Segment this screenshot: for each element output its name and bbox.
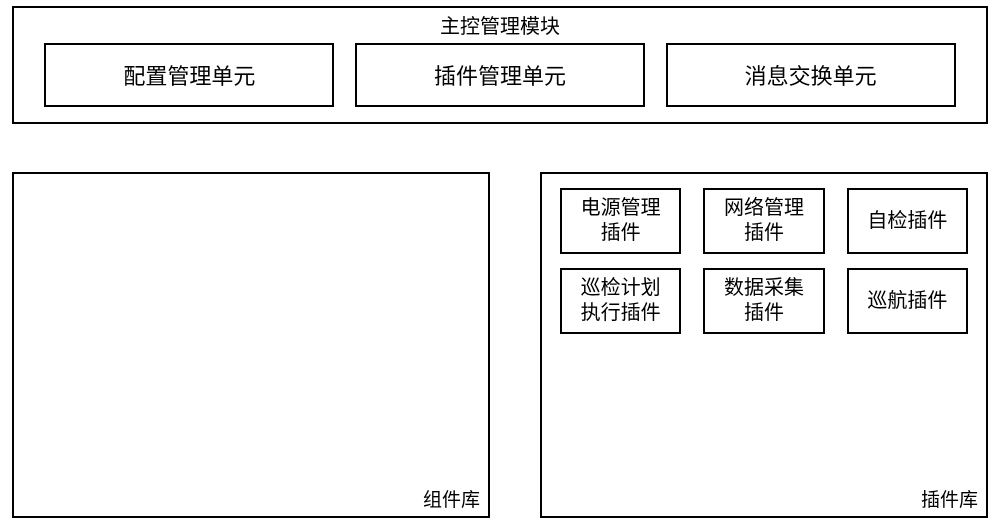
plugin-label: 电源管理 插件 — [581, 196, 661, 246]
unit-label: 插件管理单元 — [434, 59, 566, 91]
unit-label: 配置管理单元 — [123, 59, 255, 91]
unit-label: 消息交换单元 — [745, 59, 877, 91]
plugin-label: 巡航插件 — [867, 289, 947, 314]
power-management-plugin: 电源管理 插件 — [560, 188, 681, 254]
master-control-title: 主控管理模块 — [14, 8, 986, 43]
plugin-management-unit: 插件管理单元 — [355, 43, 645, 107]
plugin-grid: 电源管理 插件 网络管理 插件 自检插件 巡检计划 执行插件 数据采集 插件 巡… — [560, 188, 968, 334]
plugin-label: 巡检计划 执行插件 — [581, 276, 661, 326]
config-management-unit: 配置管理单元 — [44, 43, 334, 107]
component-library-label: 组件库 — [423, 485, 480, 512]
message-exchange-unit: 消息交换单元 — [666, 43, 956, 107]
cruise-plugin: 巡航插件 — [847, 268, 968, 334]
inspection-plan-execution-plugin: 巡检计划 执行插件 — [560, 268, 681, 334]
network-management-plugin: 网络管理 插件 — [703, 188, 824, 254]
component-library: 组件库 — [12, 172, 490, 518]
self-check-plugin: 自检插件 — [847, 188, 968, 254]
plugin-label: 网络管理 插件 — [724, 196, 804, 246]
plugin-library-label: 插件库 — [921, 485, 978, 512]
master-control-module: 主控管理模块 配置管理单元 插件管理单元 消息交换单元 — [12, 6, 988, 124]
plugin-label: 数据采集 插件 — [724, 276, 804, 326]
data-collection-plugin: 数据采集 插件 — [703, 268, 824, 334]
plugin-label: 自检插件 — [867, 209, 947, 234]
units-row: 配置管理单元 插件管理单元 消息交换单元 — [14, 43, 986, 107]
plugin-library: 电源管理 插件 网络管理 插件 自检插件 巡检计划 执行插件 数据采集 插件 巡… — [540, 172, 988, 518]
